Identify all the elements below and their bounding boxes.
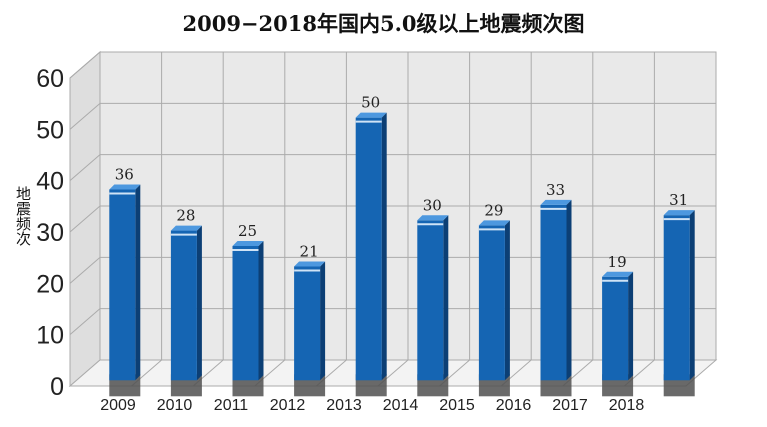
data-label: 25: [238, 222, 257, 240]
bar-side: [566, 199, 572, 381]
y-tick-label: 40: [36, 168, 64, 196]
gridline-side: [69, 51, 101, 79]
bar-top: [170, 225, 202, 231]
gridline-side: [69, 102, 101, 130]
bar-side: [443, 215, 449, 381]
x-tick-label: 2013: [326, 397, 362, 414]
bar: [540, 204, 567, 381]
bar: [417, 220, 444, 381]
data-label: 36: [115, 166, 134, 184]
gridline-side: [69, 256, 101, 284]
bar-side: [320, 261, 326, 381]
bar: [294, 266, 321, 381]
y-tick-label: 50: [36, 116, 64, 144]
data-label: 50: [361, 94, 380, 112]
data-label: 29: [484, 201, 503, 219]
x-tick-label: 2012: [270, 397, 306, 414]
bar-top: [294, 261, 326, 267]
x-tick-label: 2011: [214, 397, 249, 414]
bar-side: [196, 225, 202, 381]
gridline-side: [69, 308, 101, 336]
chart-title: 2009−2018年国内5.0级以上地震频次图: [182, 11, 585, 36]
y-tick-label: 20: [36, 270, 64, 298]
data-label: 30: [423, 196, 442, 214]
data-label: 33: [546, 181, 565, 199]
gridline-side: [69, 205, 101, 233]
x-tick-label: 2014: [383, 397, 419, 414]
y-axis-label: 地震频次: [14, 186, 32, 246]
bar: [478, 225, 505, 381]
bar-side: [258, 240, 264, 381]
x-tick-label: 2009: [100, 397, 136, 414]
bar-top: [232, 240, 264, 246]
x-tick-label: 2017: [552, 397, 588, 414]
bar-top: [540, 199, 572, 205]
y-tick-label: 10: [36, 322, 64, 350]
bar-top: [417, 215, 449, 221]
y-tick-label: 60: [36, 65, 64, 93]
bar: [355, 117, 382, 381]
y-tick-label: 0: [50, 373, 64, 401]
bar-top: [109, 184, 141, 190]
x-tick-label: 2010: [157, 397, 193, 414]
bar-top: [602, 271, 634, 277]
bar: [602, 276, 629, 381]
bar: [663, 215, 690, 381]
bar-side: [135, 184, 141, 381]
bar: [109, 189, 136, 381]
bar-top: [355, 112, 387, 118]
gridline-side: [69, 154, 101, 182]
bar-top: [663, 210, 695, 216]
data-label: 28: [176, 207, 195, 225]
bar-side: [628, 271, 634, 381]
bar-side: [381, 112, 387, 381]
data-label: 19: [608, 253, 627, 271]
y-tick-label: 30: [36, 219, 64, 247]
x-tick-label: 2016: [496, 397, 532, 414]
bar: [170, 230, 197, 381]
data-label: 21: [300, 243, 319, 261]
bar-side: [504, 220, 510, 381]
x-tick-label: 2018: [609, 397, 645, 414]
data-label: 31: [669, 191, 688, 209]
bar: [232, 245, 259, 381]
bar-side: [689, 210, 695, 381]
x-tick-label: 2015: [439, 397, 475, 414]
bar-top: [478, 220, 510, 226]
